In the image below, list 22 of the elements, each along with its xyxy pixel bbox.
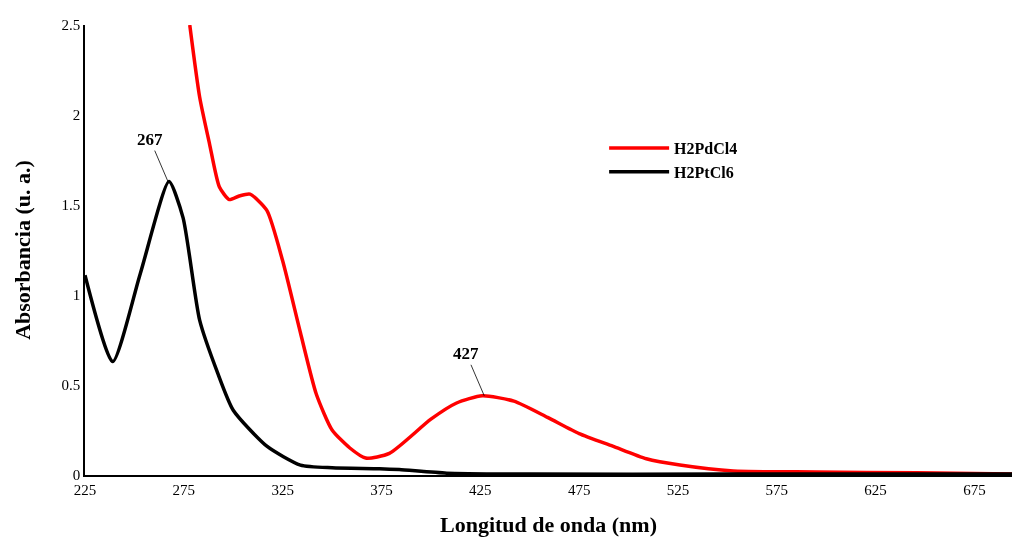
annotation: 267 xyxy=(137,130,163,149)
y-tick-label: 0 xyxy=(72,467,81,484)
y-axis-title: Absorbancia (u. a.) xyxy=(9,160,35,340)
x-tick-label: 525 xyxy=(666,481,690,498)
x-tick-label: 625 xyxy=(864,481,887,498)
x-axis-title: Longitud de onda (nm) xyxy=(439,512,658,538)
annotation: 427 xyxy=(453,344,479,363)
x-tick-label: 575 xyxy=(765,481,789,498)
y-tick-label: 2.5 xyxy=(61,17,81,34)
y-tick-label: 1.5 xyxy=(61,197,81,214)
x-tick-label: 675 xyxy=(963,481,986,498)
y-tick-label: 1 xyxy=(72,287,81,304)
legend-label: H2PtCl6 xyxy=(674,163,734,181)
x-tick-label: 375 xyxy=(370,481,393,498)
y-tick-label: 2 xyxy=(72,107,81,124)
x-tick-label: 425 xyxy=(469,481,492,498)
x-tick-label: 275 xyxy=(172,481,196,498)
legend-label: H2PdCl4 xyxy=(674,140,738,158)
x-tick-label: 225 xyxy=(73,481,97,498)
x-tick-label: 475 xyxy=(567,481,591,498)
y-tick-label: 0.5 xyxy=(61,377,81,394)
x-tick-label: 325 xyxy=(271,481,294,498)
